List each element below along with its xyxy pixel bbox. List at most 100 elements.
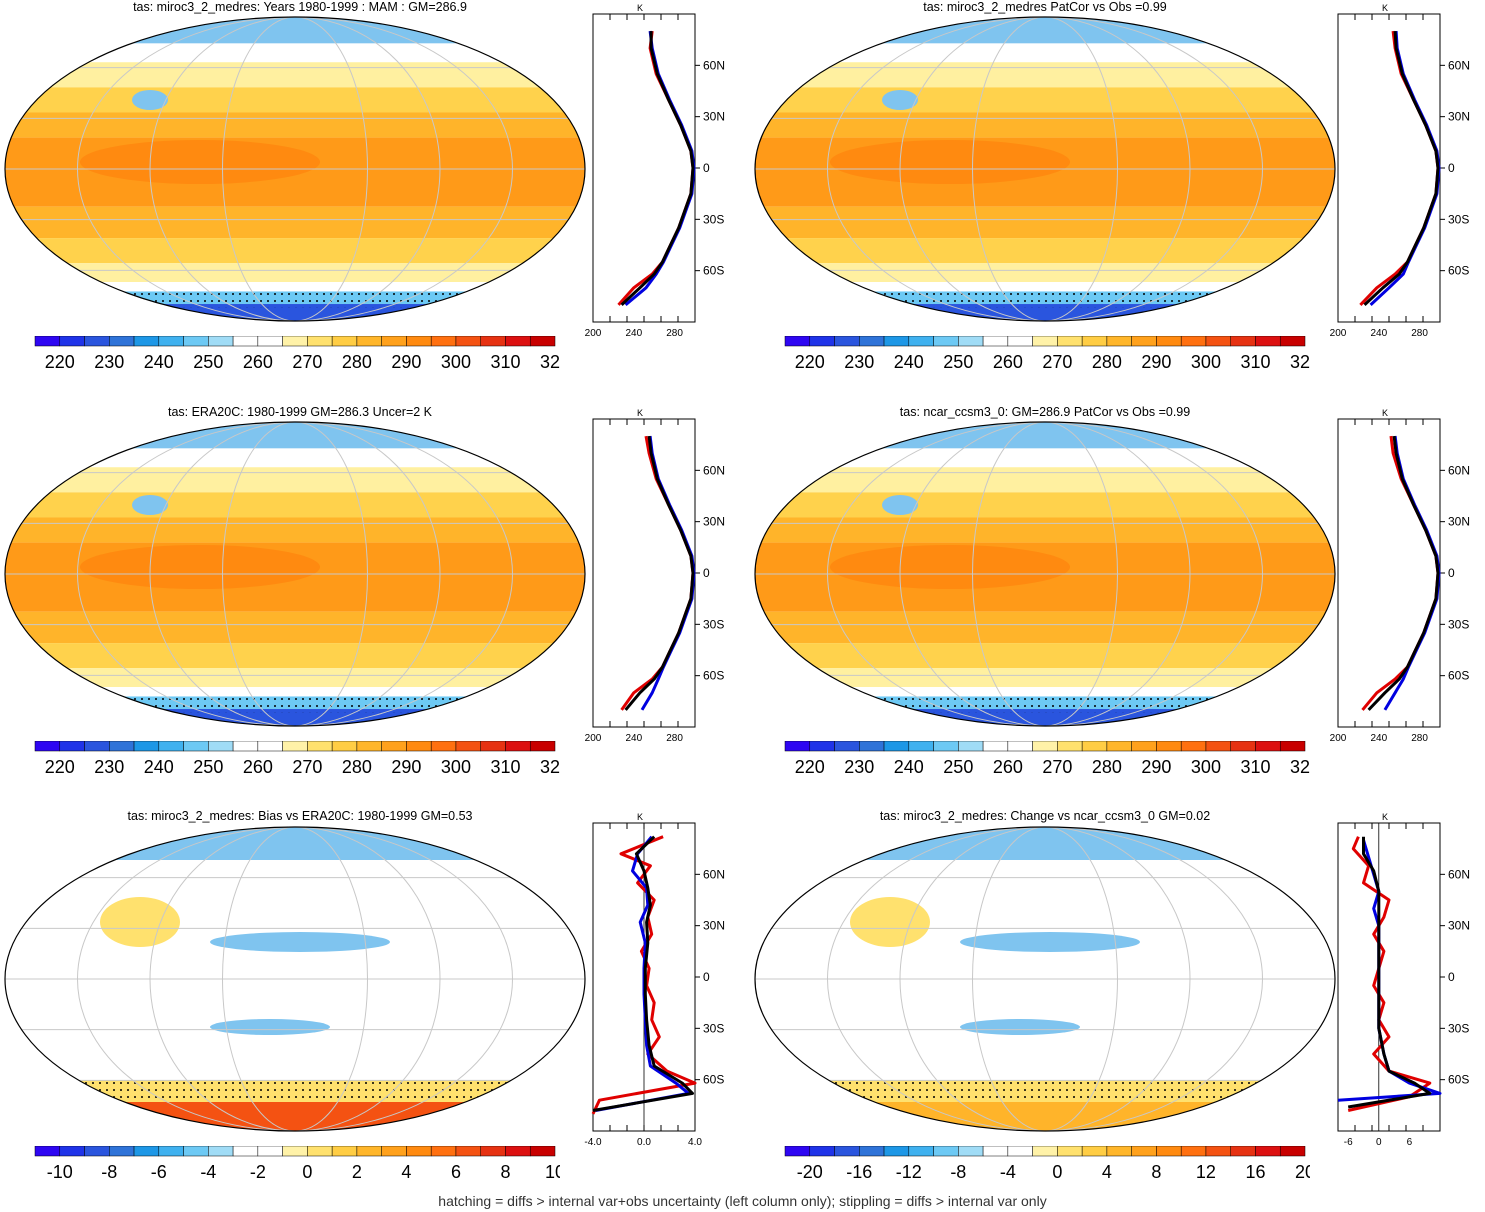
tibet-cold	[882, 495, 918, 515]
x-tick-label: 240	[625, 733, 642, 744]
temperature-band	[755, 304, 1335, 321]
colorbar-tick-label: 12	[1196, 1162, 1216, 1182]
x-tick-label: 6	[1407, 1137, 1413, 1148]
tibet-cold	[132, 90, 168, 110]
colorbar-swatch	[784, 336, 811, 347]
colorbar-swatch	[158, 1146, 184, 1157]
temperature-band	[5, 112, 585, 138]
colorbar-swatch	[1106, 1146, 1132, 1157]
temperature-band	[755, 448, 1335, 468]
zonal-series-line	[1383, 435, 1441, 711]
lat-tick-label: 60N	[1448, 463, 1470, 477]
x-tick-label: 280	[666, 328, 683, 339]
lat-tick-label: 60S	[703, 264, 724, 278]
lat-tick-label: 60N	[703, 463, 725, 477]
colorbar-swatch	[1106, 336, 1132, 347]
temperature-band	[5, 62, 585, 88]
colorbar-swatch	[356, 336, 382, 347]
colorbar-swatch	[1230, 741, 1256, 752]
colorbar-swatch	[406, 741, 432, 752]
colorbar-tick-label: 270	[292, 352, 322, 372]
zonal-mean-panel-3: K 60N 30N 0 30S 60S 200 240 280	[585, 408, 725, 744]
meridian-line	[77, 422, 513, 726]
colorbar-tick-label: 300	[441, 352, 471, 372]
colorbar-swatch	[1279, 1146, 1306, 1157]
lat-tick-label: 0	[703, 566, 710, 580]
map-panel-3	[4, 421, 586, 727]
panel-title: tas: miroc3_2_medres: Years 1980-1999 : …	[133, 0, 467, 14]
lat-tick-label: 0	[703, 970, 710, 984]
lat-tick-label: 60S	[1448, 1073, 1469, 1087]
colorbar-tick-label: 220	[795, 352, 825, 372]
colorbar-tick-label: 230	[94, 352, 124, 372]
meridian-line	[972, 827, 1118, 1131]
colorbar-swatch	[883, 741, 910, 752]
colorbar-swatch	[133, 1146, 160, 1157]
colorbar-panel-2: 220 230 240 250 260 270 280 290 300 310 320	[784, 336, 1310, 372]
colorbar-tick-label: 310	[1240, 352, 1270, 372]
graticule	[5, 17, 585, 321]
map-outline	[754, 16, 1336, 322]
colorbar-tick-label: 230	[844, 352, 874, 372]
temperature-band	[755, 238, 1335, 264]
tibet-cold	[882, 90, 918, 110]
zonal-series-line	[1363, 31, 1440, 306]
colorbar-swatch	[1255, 1146, 1281, 1157]
lat-tick-label: 60S	[703, 1073, 724, 1087]
colorbar-tick-label: 240	[144, 757, 174, 777]
colorbar-swatch	[1205, 336, 1231, 347]
lat-tick-label: 30N	[703, 110, 725, 124]
meridian-line	[77, 17, 513, 321]
colorbar-swatch	[1081, 741, 1108, 752]
lat-tick-label: 0	[1448, 161, 1455, 175]
colorbar-swatch	[1007, 336, 1033, 347]
pacific-blob	[210, 932, 390, 952]
colorbar-swatch	[208, 1146, 234, 1157]
x-tick-label: 200	[1330, 328, 1347, 339]
colorbar-swatch	[133, 741, 160, 752]
lat-tick-label: 30N	[703, 515, 725, 529]
colorbar-tick-label: 20	[1295, 1162, 1310, 1182]
zonal-frame	[1337, 13, 1441, 323]
map-outline	[4, 16, 586, 322]
colorbar-swatch	[834, 336, 860, 347]
zonal-mean-panel-4: K 60N 30N 0 30S 60S 200 240 280	[1330, 408, 1470, 744]
colorbar-swatch	[1230, 336, 1256, 347]
temperature-band	[5, 263, 585, 283]
lat-tick-label: 60S	[1448, 264, 1469, 278]
lat-tick-label: 0	[703, 161, 710, 175]
colorbar-swatch	[307, 741, 333, 752]
colorbar-swatch	[982, 741, 1009, 752]
colorbar-tick-label: 260	[993, 352, 1023, 372]
colorbar-tick-label: 300	[1191, 757, 1221, 777]
colorbar-tick-label: 250	[943, 352, 973, 372]
meridian-line	[222, 827, 368, 1131]
colorbar-tick-label: 8	[1151, 1162, 1161, 1182]
colorbar-panel-5: -10 -8 -6 -4 -2 0 2 4 6 8 10	[34, 1146, 560, 1182]
colorbar-swatch	[1081, 1146, 1108, 1157]
colorbar-tick-label: 250	[193, 757, 223, 777]
warm-pool	[830, 545, 1070, 589]
temperature-band	[755, 467, 1335, 493]
colorbar-tick-label: 220	[795, 757, 825, 777]
meridian-line	[899, 17, 1191, 321]
colorbar-tick-label: 260	[993, 757, 1023, 777]
zonal-frame	[592, 13, 696, 323]
colorbar-swatch	[1156, 336, 1182, 347]
colorbar-tick-label: -2	[250, 1162, 266, 1182]
graticule	[5, 422, 585, 726]
colorbar-swatch	[1180, 741, 1207, 752]
panel-title: tas: miroc3_2_medres PatCor vs Obs =0.99	[923, 0, 1167, 14]
zonal-mean-panel-2: K 60N 30N 0 30S 60S 200 240 280	[1330, 3, 1470, 339]
colorbar-swatch	[356, 741, 382, 752]
colorbar-swatch	[529, 336, 556, 347]
colorbar-swatch	[455, 1146, 481, 1157]
colorbar-swatch	[307, 336, 333, 347]
temperature-band	[5, 709, 585, 726]
colorbar-swatch	[34, 1146, 61, 1157]
map-panel-6	[754, 826, 1336, 1132]
temperature-band	[755, 709, 1335, 726]
colorbar-swatch	[257, 336, 283, 347]
colorbar-swatch	[908, 741, 934, 752]
lat-tick-label: 60N	[1448, 58, 1470, 72]
